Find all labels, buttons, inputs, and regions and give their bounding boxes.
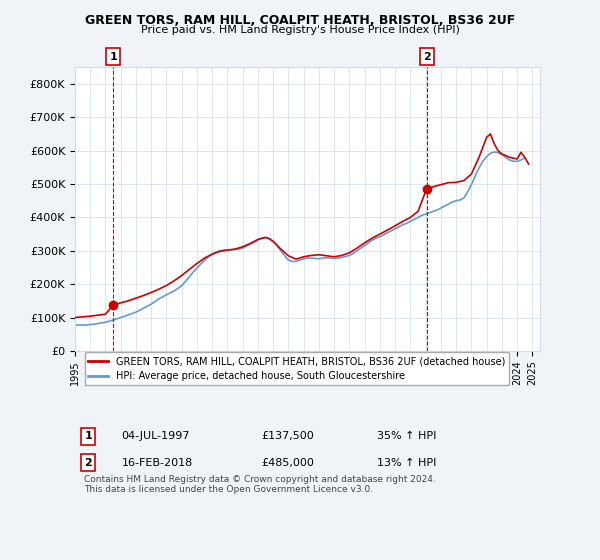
- Text: Price paid vs. HM Land Registry's House Price Index (HPI): Price paid vs. HM Land Registry's House …: [140, 25, 460, 35]
- Text: 16-FEB-2018: 16-FEB-2018: [121, 458, 193, 468]
- Text: 35% ↑ HPI: 35% ↑ HPI: [377, 431, 437, 441]
- Text: 1: 1: [84, 431, 92, 441]
- Text: 2: 2: [84, 458, 92, 468]
- Text: Contains HM Land Registry data © Crown copyright and database right 2024.
This d: Contains HM Land Registry data © Crown c…: [84, 475, 436, 494]
- Text: GREEN TORS, RAM HILL, COALPIT HEATH, BRISTOL, BS36 2UF: GREEN TORS, RAM HILL, COALPIT HEATH, BRI…: [85, 14, 515, 27]
- Legend: GREEN TORS, RAM HILL, COALPIT HEATH, BRISTOL, BS36 2UF (detached house), HPI: Av: GREEN TORS, RAM HILL, COALPIT HEATH, BRI…: [85, 352, 509, 385]
- Text: 13% ↑ HPI: 13% ↑ HPI: [377, 458, 437, 468]
- Text: £137,500: £137,500: [261, 431, 314, 441]
- Text: 04-JUL-1997: 04-JUL-1997: [121, 431, 190, 441]
- Text: 2: 2: [424, 52, 431, 62]
- Text: 1: 1: [109, 52, 117, 62]
- Text: £485,000: £485,000: [261, 458, 314, 468]
